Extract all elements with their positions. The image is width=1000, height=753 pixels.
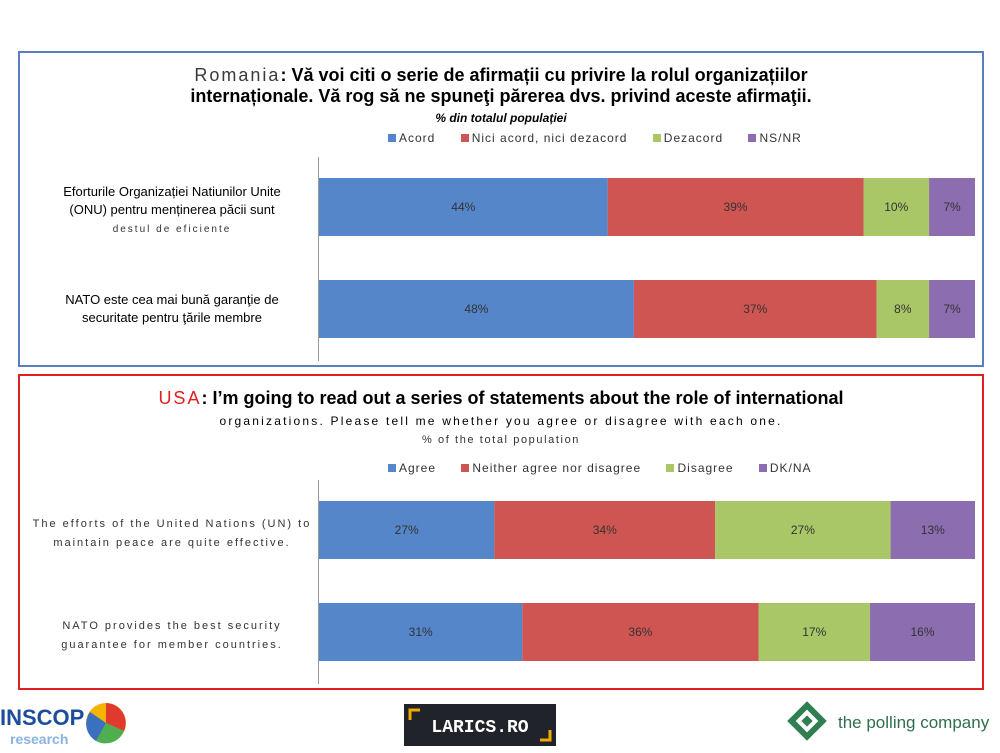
- romania-bar-label-cat1-series1: 44%: [451, 200, 475, 214]
- legend-item-acord: Acord: [388, 131, 435, 145]
- romania-axis-line: [318, 157, 319, 361]
- polling-company-logo: the polling company: [786, 700, 996, 746]
- romania-cat2-line2: securitate pentru ţările membre: [82, 310, 262, 325]
- usa-bar-label-cat2-series2: 36%: [628, 625, 652, 639]
- legend-item-agree: Agree: [388, 461, 436, 475]
- usa-axis-line: [318, 480, 319, 684]
- usa-bar-label-cat2-series3: 17%: [802, 625, 826, 639]
- usa-title: USA: I’m going to read out a series of s…: [20, 388, 982, 432]
- romania-title-colon: :: [280, 65, 287, 85]
- usa-bar-cat2-series1: [319, 603, 523, 661]
- usa-category-1-label: The efforts of the United Nations (UN) t…: [28, 514, 316, 552]
- legend-item-nici-acord: Nici acord, nici dezacord: [460, 131, 628, 145]
- legend-swatch-ns-nr: [748, 134, 757, 142]
- legend-text-dk-na: DK/NA: [769, 461, 812, 475]
- legend-swatch-dk-na: [758, 464, 767, 472]
- romania-category-1-label: Eforturile Organizației Natiunilor Unite…: [28, 183, 316, 239]
- romania-title-line1: Vă voi citi o serie de afirmații cu priv…: [291, 65, 808, 85]
- usa-bar-cat1-series2: [494, 501, 716, 559]
- polling-company-logo-graphic: the polling company: [787, 701, 990, 741]
- usa-category-2-label: NATO provides the best security guarante…: [28, 616, 316, 654]
- legend-text-nici-acord: Nici acord, nici dezacord: [471, 131, 628, 145]
- legend-swatch-disagree: [666, 464, 675, 472]
- legend-text-disagree: Disagree: [677, 461, 734, 475]
- legend-swatch-dezacord: [652, 134, 661, 142]
- legend-item-dk-na: DK/NA: [758, 461, 812, 475]
- romania-cat2-line1: NATO este cea mai bună garanţie de: [65, 292, 279, 307]
- legend-text-dezacord: Dezacord: [663, 131, 724, 145]
- usa-bar-cat1-series1: [319, 501, 495, 559]
- romania-legend: Acord Nici acord, nici dezacord Dezacord…: [388, 131, 824, 145]
- legend-item-ns-nr: NS/NR: [748, 131, 801, 145]
- romania-bar-label-cat1-series3: 10%: [884, 200, 908, 214]
- romania-bar-label-cat2-series4: 7%: [943, 302, 961, 316]
- usa-bar-label-cat2-series4: 16%: [911, 625, 935, 639]
- romania-panel: Romania: Vă voi citi o serie de afirmați…: [18, 51, 984, 367]
- romania-bar-label-cat1-series4: 7%: [943, 200, 961, 214]
- romania-cat1-line1: Eforturile Organizației Natiunilor Unite: [63, 184, 281, 199]
- romania-title-line2: internaționale. Vă rog să ne spuneţi păr…: [190, 86, 812, 106]
- romania-bar-cat1-series3: [863, 178, 930, 236]
- usa-legend: Agree Neither agree nor disagree Disagre…: [388, 461, 834, 475]
- romania-category-2-label: NATO este cea mai bună garanţie de secur…: [28, 291, 316, 327]
- romania-bar-label-cat2-series2: 37%: [743, 302, 767, 316]
- legend-item-dezacord: Dezacord: [652, 131, 724, 145]
- larics-logo: LARICS.RO: [404, 704, 556, 746]
- romania-country: Romania: [194, 65, 281, 85]
- usa-bar-label-cat1-series2: 34%: [593, 523, 617, 537]
- usa-bar-cat1-series4: [890, 501, 975, 559]
- legend-text-acord: Acord: [399, 131, 436, 145]
- usa-cat2-line2: guarantee for member countries.: [61, 639, 283, 651]
- polling-company-logo-text: the polling company: [838, 713, 990, 732]
- usa-country: USA: [158, 388, 202, 408]
- romania-bar-cat2-series3: [876, 280, 930, 338]
- usa-bar-cat2-series4: [870, 603, 975, 661]
- usa-title-line1: I’m going to read out a series of statem…: [212, 388, 844, 408]
- usa-bar-label-cat2-series1: 31%: [409, 625, 433, 639]
- usa-cat2-line1: NATO provides the best security: [62, 620, 282, 632]
- legend-text-ns-nr: NS/NR: [759, 131, 802, 145]
- usa-cat1-line2: maintain peace are quite effective.: [53, 537, 291, 549]
- romania-bar-cat1-series2: [607, 178, 864, 236]
- larics-logo-graphic: LARICS.RO: [408, 708, 552, 742]
- romania-bar-cat2-series1: [319, 280, 634, 338]
- larics-logo-text: LARICS.RO: [431, 718, 528, 738]
- usa-bar-label-cat1-series3: 27%: [791, 523, 815, 537]
- usa-bar-label-cat1-series4: 13%: [921, 523, 945, 537]
- legend-text-agree: Agree: [399, 461, 437, 475]
- legend-swatch-neither: [461, 464, 470, 472]
- inscop-logo: INSCOP research: [0, 700, 130, 748]
- usa-panel: USA: I’m going to read out a series of s…: [18, 374, 984, 690]
- usa-bar-cat1-series3: [715, 501, 891, 559]
- inscop-logo-sub: research: [10, 731, 68, 747]
- legend-swatch-nici-acord: [460, 134, 469, 142]
- inscop-logo-text: INSCOP: [0, 705, 84, 730]
- romania-bar-label-cat2-series1: 48%: [464, 302, 488, 316]
- usa-bar-cat2-series3: [758, 603, 871, 661]
- usa-chart: 27% 34% 27% 13% 31% 36% 17% 16%: [319, 501, 975, 661]
- usa-bar-cat2-series2: [522, 603, 759, 661]
- romania-bar-label-cat2-series3: 8%: [894, 302, 912, 316]
- romania-bar-cat1-series4: [929, 178, 975, 236]
- legend-item-disagree: Disagree: [666, 461, 733, 475]
- romania-bar-cat2-series2: [633, 280, 877, 338]
- romania-subtitle: % din totalul populației: [435, 111, 567, 125]
- usa-subtitle: % of the total population: [421, 434, 581, 446]
- romania-bar-label-cat1-series2: 39%: [724, 200, 748, 214]
- romania-bar-cat1-series1: [319, 178, 608, 236]
- romania-title: Romania: Vă voi citi o serie de afirmați…: [20, 65, 982, 107]
- legend-text-neither: Neither agree nor disagree: [472, 461, 642, 475]
- legend-item-neither: Neither agree nor disagree: [461, 461, 641, 475]
- inscop-logo-graphic: INSCOP research: [0, 703, 126, 747]
- usa-title-colon: :: [201, 388, 208, 408]
- usa-bar-label-cat1-series1: 27%: [395, 523, 419, 537]
- romania-chart: 44% 39% 10% 7% 48% 37% 8% 7%: [319, 178, 975, 338]
- romania-cat1-line3: destul de eficiente: [112, 224, 232, 235]
- usa-cat1-line1: The efforts of the United Nations (UN) t…: [32, 518, 312, 530]
- romania-cat1-line2: (ONU) pentru menținerea păcii sunt: [69, 202, 275, 217]
- romania-bar-cat2-series4: [929, 280, 975, 338]
- legend-swatch-agree: [388, 464, 396, 472]
- usa-title-line2: organizations. Please tell me whether yo…: [219, 414, 783, 428]
- legend-swatch-acord: [388, 134, 396, 142]
